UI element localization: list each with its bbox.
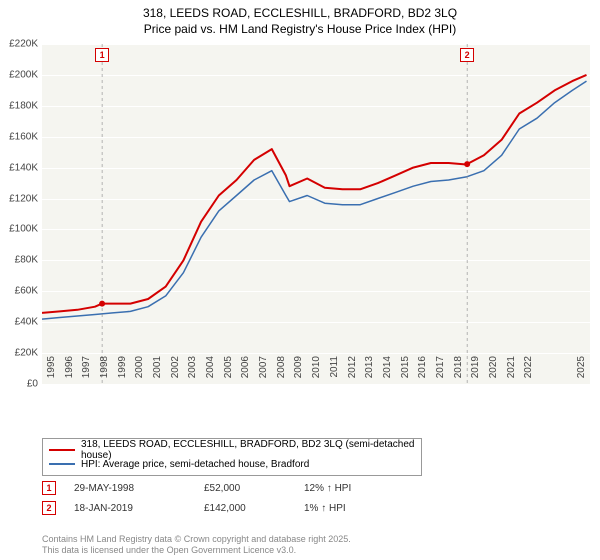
xtick-label: 2010 — [311, 356, 322, 386]
ytick-label: £200K — [0, 69, 38, 80]
xtick-label: 1999 — [117, 356, 128, 386]
xtick-label: 2017 — [435, 356, 446, 386]
line-series — [42, 44, 590, 384]
xtick-label: 2011 — [329, 356, 340, 386]
event-marker: 2 — [42, 501, 56, 515]
event-marker: 1 — [42, 481, 56, 495]
xtick-label: 2020 — [488, 356, 499, 386]
event-table: 1 29-MAY-1998£52,00012% ↑ HPI 2 18-JAN-2019… — [42, 478, 404, 518]
xtick-label: 1998 — [99, 356, 110, 386]
xtick-label: 2022 — [523, 356, 534, 386]
ytick-label: £120K — [0, 193, 38, 204]
event-price: £142,000 — [204, 503, 304, 514]
xtick-label: 2004 — [205, 356, 216, 386]
xtick-label: 1996 — [64, 356, 75, 386]
event-hpi: 1% ↑ HPI — [304, 503, 404, 514]
legend: 318, LEEDS ROAD, ECCLESHILL, BRADFORD, B… — [42, 438, 422, 476]
xtick-label: 2003 — [187, 356, 198, 386]
ytick-label: £60K — [0, 286, 38, 297]
footer-line2: This data is licensed under the Open Gov… — [42, 545, 351, 556]
footer-line1: Contains HM Land Registry data © Crown c… — [42, 534, 351, 545]
ytick-label: £160K — [0, 131, 38, 142]
title-line2: Price paid vs. HM Land Registry's House … — [10, 22, 590, 38]
ytick-label: £220K — [0, 39, 38, 50]
xtick-label: 2021 — [506, 356, 517, 386]
event-date: 29-MAY-1998 — [74, 483, 204, 494]
marker-label: 2 — [460, 48, 474, 62]
legend-row: 318, LEEDS ROAD, ECCLESHILL, BRADFORD, B… — [49, 443, 415, 457]
xtick-label: 2015 — [400, 356, 411, 386]
xtick-label: 2014 — [382, 356, 393, 386]
chart-title: 318, LEEDS ROAD, ECCLESHILL, BRADFORD, B… — [0, 0, 600, 41]
xtick-label: 2018 — [453, 356, 464, 386]
series-line — [42, 75, 587, 313]
ytick-label: £140K — [0, 162, 38, 173]
xtick-label: 2025 — [576, 356, 587, 386]
marker-dot — [464, 161, 470, 167]
event-row: 2 18-JAN-2019£142,0001% ↑ HPI — [42, 498, 404, 518]
marker-dot — [99, 301, 105, 307]
xtick-label: 2009 — [293, 356, 304, 386]
xtick-label: 2007 — [258, 356, 269, 386]
ytick-label: £20K — [0, 348, 38, 359]
plot-background: 12 — [42, 44, 590, 384]
legend-swatch — [49, 449, 75, 451]
legend-swatch — [49, 463, 75, 465]
footer-attribution: Contains HM Land Registry data © Crown c… — [42, 534, 351, 556]
ytick-label: £80K — [0, 255, 38, 266]
ytick-label: £180K — [0, 100, 38, 111]
xtick-label: 2012 — [347, 356, 358, 386]
ytick-label: £40K — [0, 317, 38, 328]
series-line — [42, 81, 587, 319]
event-hpi: 12% ↑ HPI — [304, 483, 404, 494]
event-price: £52,000 — [204, 483, 304, 494]
xtick-label: 2000 — [134, 356, 145, 386]
event-date: 18-JAN-2019 — [74, 503, 204, 514]
event-row: 1 29-MAY-1998£52,00012% ↑ HPI — [42, 478, 404, 498]
xtick-label: 1995 — [46, 356, 57, 386]
xtick-label: 2019 — [470, 356, 481, 386]
xtick-label: 2002 — [170, 356, 181, 386]
chart-container: 318, LEEDS ROAD, ECCLESHILL, BRADFORD, B… — [0, 0, 600, 560]
title-line1: 318, LEEDS ROAD, ECCLESHILL, BRADFORD, B… — [10, 6, 590, 22]
marker-label: 1 — [95, 48, 109, 62]
ytick-label: £0 — [0, 379, 38, 390]
xtick-label: 2008 — [276, 356, 287, 386]
xtick-label: 2016 — [417, 356, 428, 386]
xtick-label: 2013 — [364, 356, 375, 386]
xtick-label: 2006 — [240, 356, 251, 386]
ytick-label: £100K — [0, 224, 38, 235]
chart-area: 12 £0£20K£40K£60K£80K£100K£120K£140K£160… — [42, 44, 590, 406]
legend-label: HPI: Average price, semi-detached house,… — [81, 459, 309, 470]
xtick-label: 1997 — [81, 356, 92, 386]
xtick-label: 2005 — [223, 356, 234, 386]
xtick-label: 2001 — [152, 356, 163, 386]
